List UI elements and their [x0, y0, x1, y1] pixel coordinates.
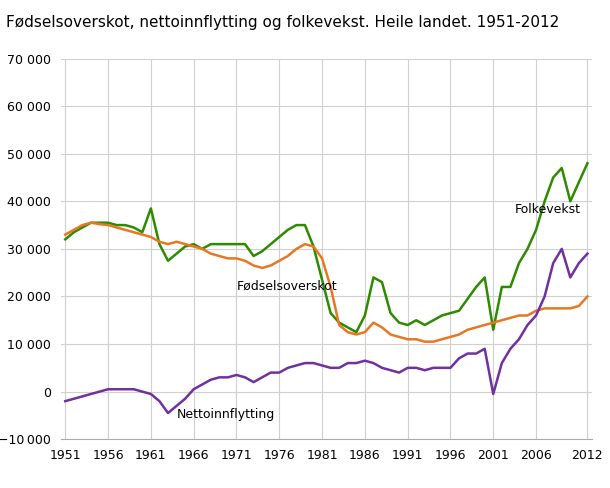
- Text: Folkevekst: Folkevekst: [515, 203, 581, 216]
- Text: Fødselsoverskot: Fødselsoverskot: [237, 279, 337, 292]
- Text: Nettoinnflytting: Nettoinnflytting: [176, 408, 275, 421]
- Text: Fødselsoverskot, nettoinnflytting og folkevekst. Heile landet. 1951-2012: Fødselsoverskot, nettoinnflytting og fol…: [6, 15, 559, 30]
